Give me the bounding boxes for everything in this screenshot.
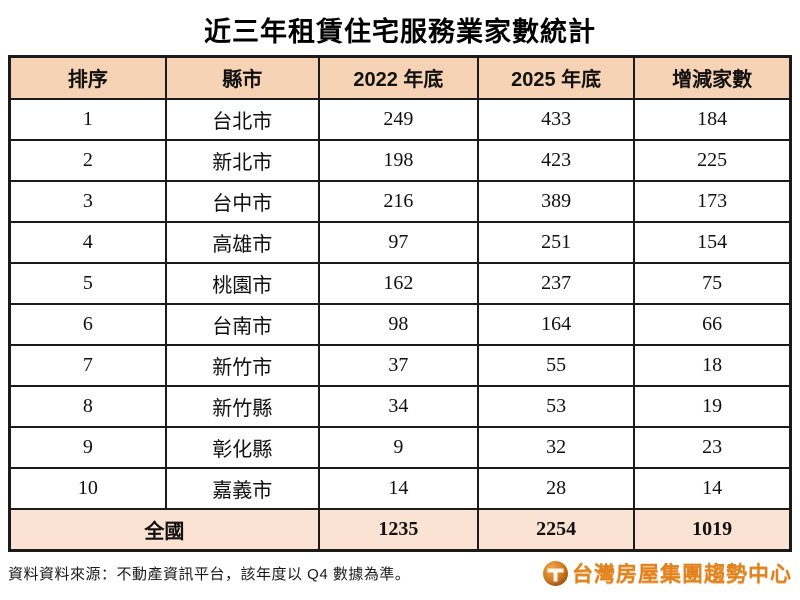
table-row: 2 新北市 198 423 225 <box>8 138 792 182</box>
cell-city: 彰化縣 <box>164 425 320 469</box>
table-row: 10 嘉義市 14 28 14 <box>8 466 792 510</box>
cell-city: 新竹市 <box>164 343 320 387</box>
total-2022-count: 1235 <box>317 507 480 552</box>
cell-rank: 7 <box>8 343 167 387</box>
table-row: 3 台中市 216 389 173 <box>8 179 792 223</box>
total-label: 全國 <box>8 507 320 552</box>
cell-city: 新竹縣 <box>164 384 320 428</box>
cell-change-count: 173 <box>633 179 792 223</box>
cell-rank: 2 <box>8 138 167 182</box>
header-2025: 2025 年底 <box>477 55 636 100</box>
cell-rank: 6 <box>8 302 167 346</box>
total-change-count: 1019 <box>633 507 792 552</box>
cell-rank: 4 <box>8 220 167 264</box>
cell-city: 台南市 <box>164 302 320 346</box>
cell-rank: 3 <box>8 179 167 223</box>
cell-2022-count: 98 <box>317 302 480 346</box>
total-row: 全國 1235 2254 1019 <box>8 507 792 552</box>
table-body: 1 台北市 249 433 184 2 新北市 198 423 225 3 台中市 216 389 173 4… <box>8 97 792 510</box>
table-row: 4 高雄市 97 251 154 <box>8 220 792 264</box>
cell-2022-count: 249 <box>317 97 480 141</box>
cell-2022-count: 34 <box>317 384 480 428</box>
cell-2025-count: 28 <box>477 466 636 510</box>
cell-2025-count: 389 <box>477 179 636 223</box>
cell-2025-count: 53 <box>477 384 636 428</box>
bottom-bar: 資料資料來源：不動產資訊平台，該年度以 Q4 數據為準。 台灣房屋集團趨勢中心 <box>8 558 792 588</box>
cell-2025-count: 32 <box>477 425 636 469</box>
cell-2025-count: 433 <box>477 97 636 141</box>
stats-table: 排序 縣市 2022 年底 2025 年底 增減家數 1 台北市 249 433 184… <box>8 55 792 552</box>
cell-2025-count: 164 <box>477 302 636 346</box>
cell-2022-count: 97 <box>317 220 480 264</box>
cell-city: 台中市 <box>164 179 320 223</box>
cell-2022-count: 14 <box>317 466 480 510</box>
page-title: 近三年租賃住宅服務業家數統計 <box>204 17 596 47</box>
taiwan-housing-logo-icon <box>543 560 568 586</box>
cell-2022-count: 37 <box>317 343 480 387</box>
cell-change-count: 75 <box>633 261 792 305</box>
cell-2022-count: 9 <box>317 425 480 469</box>
cell-change-count: 19 <box>633 384 792 428</box>
table-row: 6 台南市 98 164 66 <box>8 302 792 346</box>
brand-mark: 台灣房屋集團趨勢中心 <box>542 558 792 588</box>
total-2025-count: 2254 <box>477 507 636 552</box>
cell-change-count: 66 <box>633 302 792 346</box>
cell-change-count: 184 <box>633 97 792 141</box>
cell-city: 高雄市 <box>164 220 320 264</box>
cell-2025-count: 423 <box>477 138 636 182</box>
cell-change-count: 154 <box>633 220 792 264</box>
cell-2022-count: 162 <box>317 261 480 305</box>
cell-change-count: 18 <box>633 343 792 387</box>
cell-change-count: 14 <box>633 466 792 510</box>
table-header: 排序 縣市 2022 年底 2025 年底 增減家數 <box>8 55 792 100</box>
table-row: 7 新竹市 37 55 18 <box>8 343 792 387</box>
header-2022: 2022 年底 <box>317 55 480 100</box>
source-note: 資料資料來源：不動產資訊平台，該年度以 Q4 數據為準。 <box>8 565 411 583</box>
cell-rank: 9 <box>8 425 167 469</box>
table-row: 1 台北市 249 433 184 <box>8 97 792 141</box>
cell-city: 嘉義市 <box>164 466 320 510</box>
cell-2022-count: 216 <box>317 179 480 223</box>
cell-rank: 8 <box>8 384 167 428</box>
cell-city: 桃園市 <box>164 261 320 305</box>
cell-change-count: 225 <box>633 138 792 182</box>
table-row: 8 新竹縣 34 53 19 <box>8 384 792 428</box>
cell-city: 台北市 <box>164 97 320 141</box>
cell-2025-count: 237 <box>477 261 636 305</box>
cell-2025-count: 251 <box>477 220 636 264</box>
brand-name: 台灣房屋集團趨勢中心 <box>572 563 792 586</box>
table-row: 9 彰化縣 9 32 23 <box>8 425 792 469</box>
cell-2022-count: 198 <box>317 138 480 182</box>
cell-rank: 10 <box>8 466 167 510</box>
cell-2025-count: 55 <box>477 343 636 387</box>
header-city: 縣市 <box>164 55 320 100</box>
table-footer: 全國 1235 2254 1019 <box>8 507 792 552</box>
header-change: 增減家數 <box>633 55 792 100</box>
cell-change-count: 23 <box>633 425 792 469</box>
table-row: 5 桃園市 162 237 75 <box>8 261 792 305</box>
header-row: 排序 縣市 2022 年底 2025 年底 增減家數 <box>8 55 792 100</box>
cell-rank: 5 <box>8 261 167 305</box>
cell-city: 新北市 <box>164 138 320 182</box>
cell-rank: 1 <box>8 97 167 141</box>
header-rank: 排序 <box>8 55 167 100</box>
